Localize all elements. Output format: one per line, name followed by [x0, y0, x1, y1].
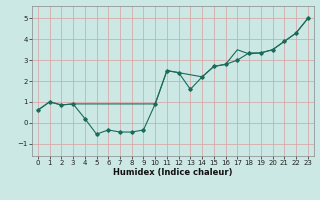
X-axis label: Humidex (Indice chaleur): Humidex (Indice chaleur) [113, 168, 233, 177]
